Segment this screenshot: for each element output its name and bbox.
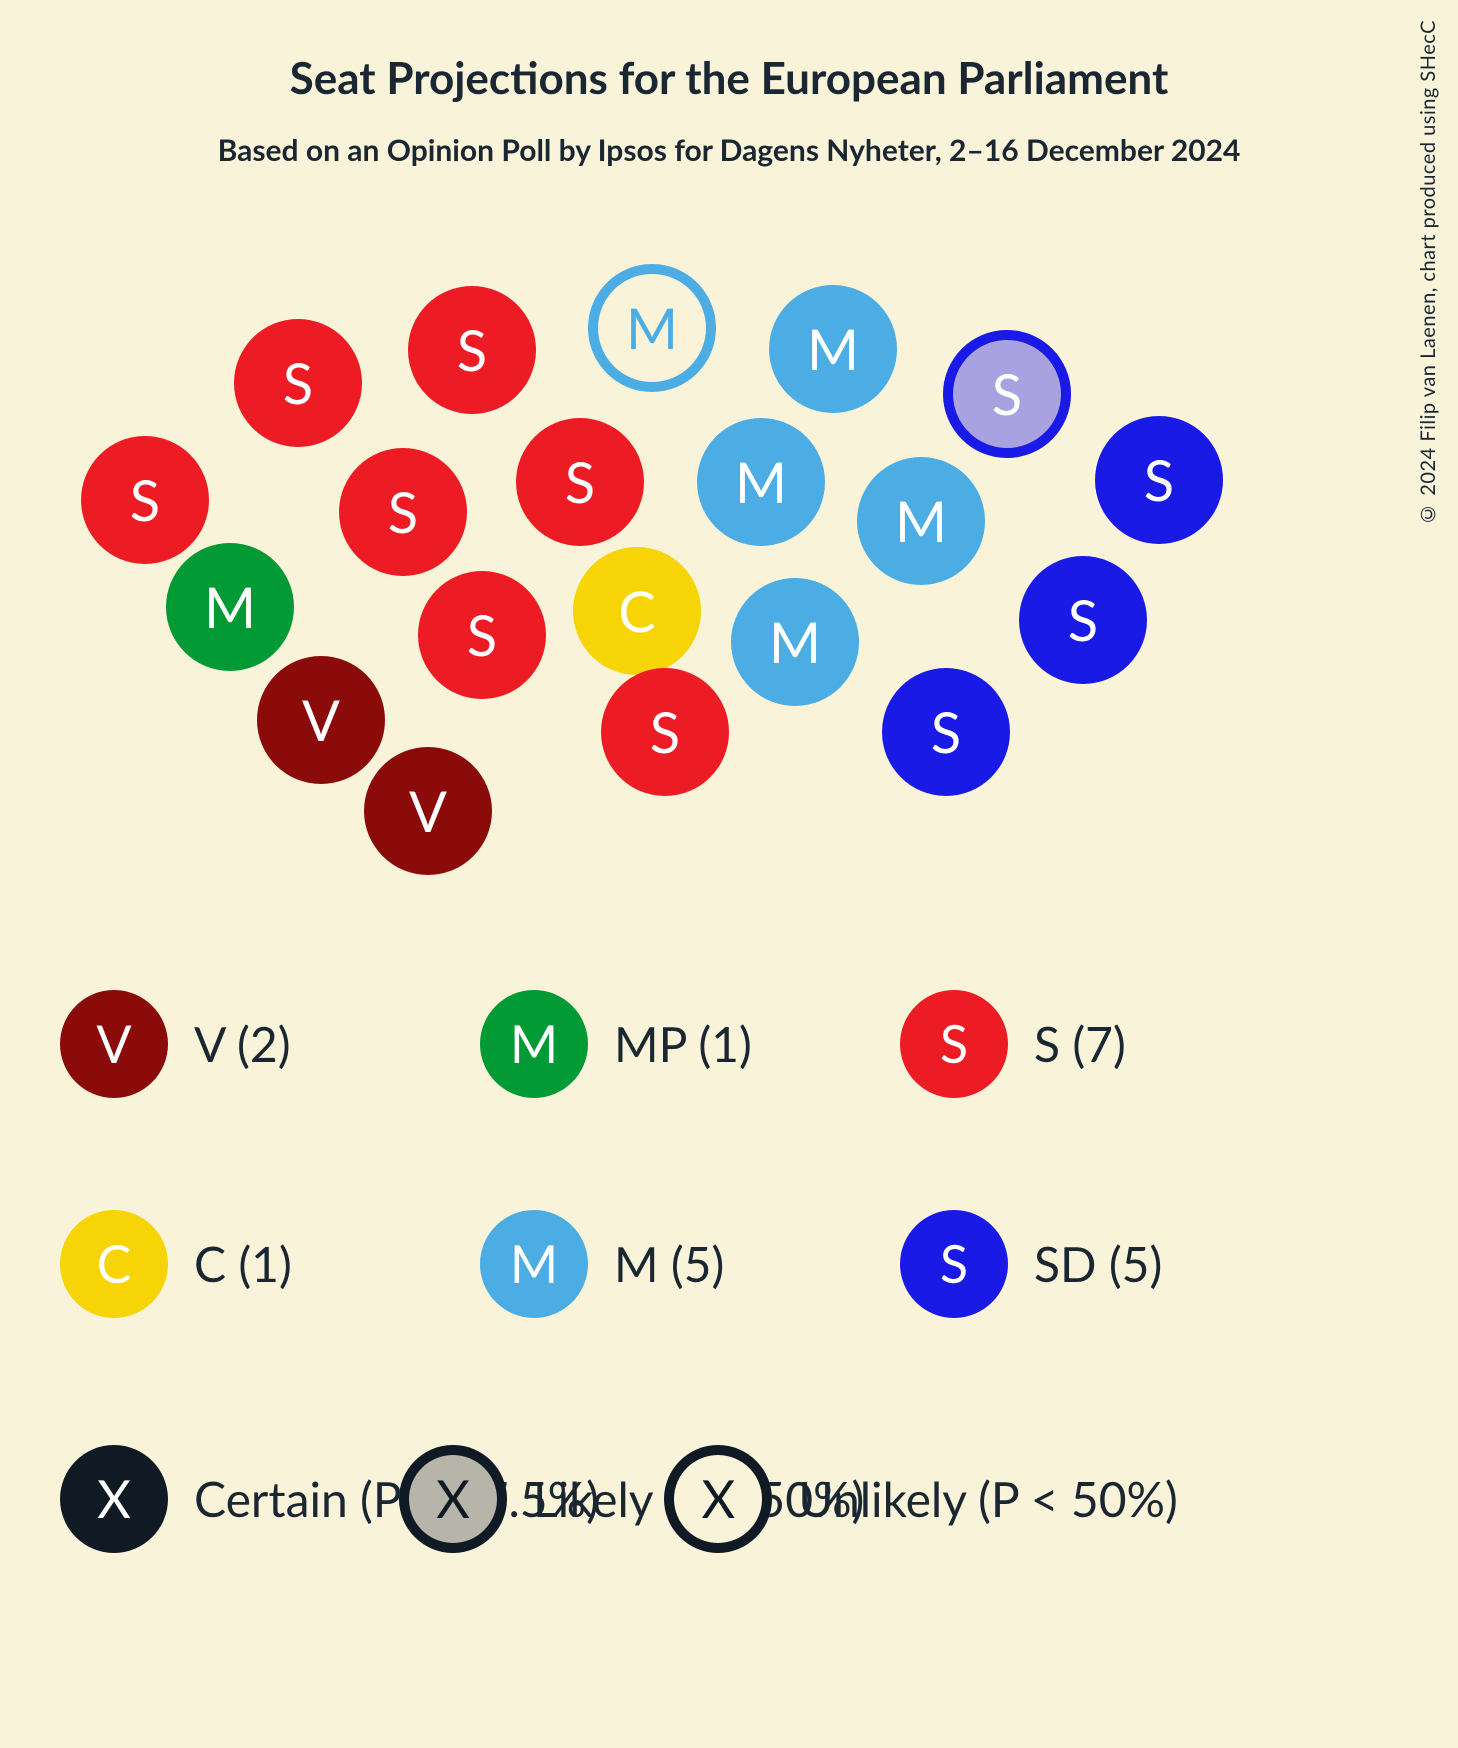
- legend-text: MP (1): [614, 1016, 752, 1073]
- legend-swatch: C: [60, 1210, 168, 1318]
- seat: S: [339, 448, 467, 576]
- party-legend-row-2: C C (1) M M (5) S SD (5): [60, 1210, 1400, 1318]
- chart-title: Seat Projections for the European Parlia…: [0, 0, 1458, 104]
- legend-item: S S (7): [900, 990, 1320, 1098]
- legend-swatch: S: [900, 1210, 1008, 1318]
- seat-label: S: [467, 607, 497, 663]
- probability-swatch: X: [60, 1445, 168, 1553]
- seat-label: S: [1068, 592, 1098, 648]
- seat-label: S: [388, 484, 418, 540]
- legend-swatch: V: [60, 990, 168, 1098]
- chart-subtitle: Based on an Opinion Poll by Ipsos for Da…: [0, 132, 1458, 168]
- seat-label: S: [931, 704, 961, 760]
- seat: V: [364, 747, 492, 875]
- seat-label: M: [895, 493, 947, 549]
- probability-text: Unlikely (P < 50%): [798, 1471, 1177, 1528]
- probability-swatch: X: [664, 1445, 772, 1553]
- seat-label: M: [735, 454, 787, 510]
- seat: S: [943, 330, 1071, 458]
- seat: M: [166, 543, 294, 671]
- legend-item: C C (1): [60, 1210, 480, 1318]
- seat-label: S: [650, 704, 680, 760]
- seat: S: [408, 286, 536, 414]
- seat: M: [857, 457, 985, 585]
- probability-swatch: X: [399, 1445, 507, 1553]
- probability-legend: XCertain (P ≥ 97.5%)XLikely (P ≥ 50%)XUn…: [60, 1445, 1178, 1553]
- chart-page: Seat Projections for the European Parlia…: [0, 0, 1458, 1748]
- legend-text: V (2): [194, 1016, 291, 1073]
- seat-label: M: [769, 614, 821, 670]
- seat: S: [81, 436, 209, 564]
- seat-label: S: [1144, 452, 1174, 508]
- seat: M: [769, 285, 897, 413]
- seat: S: [882, 668, 1010, 796]
- seat: M: [588, 264, 716, 392]
- seat: M: [697, 418, 825, 546]
- seat: S: [1019, 556, 1147, 684]
- legend-text: M (5): [614, 1236, 724, 1293]
- seat-label: C: [618, 583, 655, 639]
- seat: S: [601, 668, 729, 796]
- legend-swatch: M: [480, 1210, 588, 1318]
- seat-label: M: [626, 300, 678, 356]
- seat-label: V: [302, 692, 340, 748]
- seat-label: S: [283, 355, 313, 411]
- seat-label: S: [457, 322, 487, 378]
- seat-label: M: [204, 579, 256, 635]
- legend-item: S SD (5): [900, 1210, 1320, 1318]
- legend-text: S (7): [1034, 1016, 1126, 1073]
- seat: S: [1095, 416, 1223, 544]
- legend-swatch: M: [480, 990, 588, 1098]
- seat-label: S: [565, 454, 595, 510]
- seat-label: M: [807, 321, 859, 377]
- legend-text: C (1): [194, 1236, 292, 1293]
- legend-text: SD (5): [1034, 1236, 1162, 1293]
- seat: M: [731, 578, 859, 706]
- party-legend-row-1: V V (2) M MP (1) S S (7): [60, 990, 1400, 1098]
- probability-legend-item: X Unlikely (P < 50%): [664, 1445, 1177, 1553]
- legend-item: V V (2): [60, 990, 480, 1098]
- seat-label: S: [130, 472, 160, 528]
- seat-label: S: [992, 366, 1022, 422]
- legend-item: M MP (1): [480, 990, 900, 1098]
- seat: C: [573, 547, 701, 675]
- legend-item: M M (5): [480, 1210, 900, 1318]
- seat-label: V: [409, 783, 447, 839]
- seat: S: [234, 319, 362, 447]
- legend-swatch: S: [900, 990, 1008, 1098]
- hemicycle-seating: SMVVSSSSSCSMMMMMSSSS: [0, 218, 1458, 818]
- seat: S: [516, 418, 644, 546]
- seat: V: [257, 656, 385, 784]
- seat: S: [418, 571, 546, 699]
